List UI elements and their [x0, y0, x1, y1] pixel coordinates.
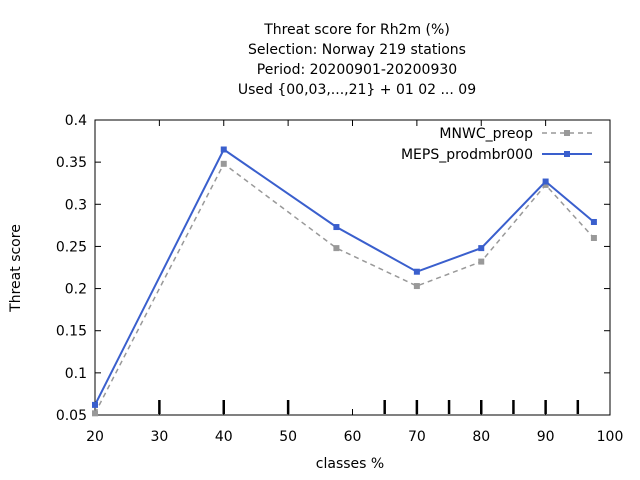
data-point: [333, 224, 340, 231]
data-point: [413, 268, 420, 275]
plot-area-frame: [94, 119, 611, 416]
x-tick-label: 70: [408, 429, 426, 445]
series-group: [92, 146, 597, 417]
data-point: [478, 258, 485, 265]
data-point: [92, 410, 98, 417]
legend-label-mnwc: MNWC_preop: [439, 126, 533, 142]
series-line-meps-prodmbr000: [94, 148, 595, 406]
data-point: [590, 218, 597, 225]
y-tick-label: 0.3: [65, 197, 87, 213]
y-axis-ticks: 0.05 0.1 0.15 0.2 0.25 0.3 0.35 0.4: [56, 113, 610, 424]
series-line-mnwc-preop: [94, 162, 595, 414]
title-line-2: Selection: Norway 219 stations: [248, 42, 466, 58]
class-markers: [158, 400, 580, 414]
data-point: [413, 283, 420, 290]
legend-marker-mnwc: [564, 130, 570, 136]
x-tick-label: 60: [344, 429, 362, 445]
title-line-4: Used {00,03,...,21} + 01 02 ... 09: [238, 82, 476, 98]
x-axis-label: classes %: [316, 456, 384, 472]
data-point: [333, 245, 340, 252]
y-tick-label: 0.25: [56, 239, 87, 255]
x-tick-label: 40: [215, 429, 233, 445]
x-axis-ticks: 20 30 40 50 60 70 80 90 100: [86, 120, 623, 445]
data-point: [92, 401, 98, 408]
data-point: [478, 245, 485, 252]
x-tick-label: 100: [597, 429, 624, 445]
data-point: [220, 160, 227, 167]
y-tick-label: 0.35: [56, 155, 87, 171]
x-tick-label: 50: [279, 429, 297, 445]
chart-title: Threat score for Rh2m (%) Selection: Nor…: [238, 22, 476, 98]
y-tick-label: 0.15: [56, 324, 87, 340]
data-point: [542, 181, 549, 188]
title-line-3: Period: 20200901-20200930: [257, 62, 457, 78]
y-axis-label: Threat score: [8, 224, 24, 313]
x-tick-label: 80: [472, 429, 490, 445]
x-tick-label: 30: [150, 429, 168, 445]
legend: MNWC_preop MEPS_prodmbr000: [401, 126, 592, 163]
y-tick-label: 0.05: [56, 408, 87, 424]
data-point: [220, 146, 227, 153]
legend-label-meps: MEPS_prodmbr000: [401, 147, 533, 163]
data-point: [590, 235, 597, 241]
y-tick-label: 0.1: [65, 366, 87, 382]
y-tick-label: 0.4: [65, 113, 87, 129]
y-tick-label: 0.2: [65, 282, 87, 298]
x-tick-label: 20: [86, 429, 104, 445]
data-point: [542, 178, 549, 185]
legend-marker-meps: [564, 151, 570, 157]
x-tick-label: 90: [537, 429, 555, 445]
title-line-1: Threat score for Rh2m (%): [263, 22, 450, 38]
